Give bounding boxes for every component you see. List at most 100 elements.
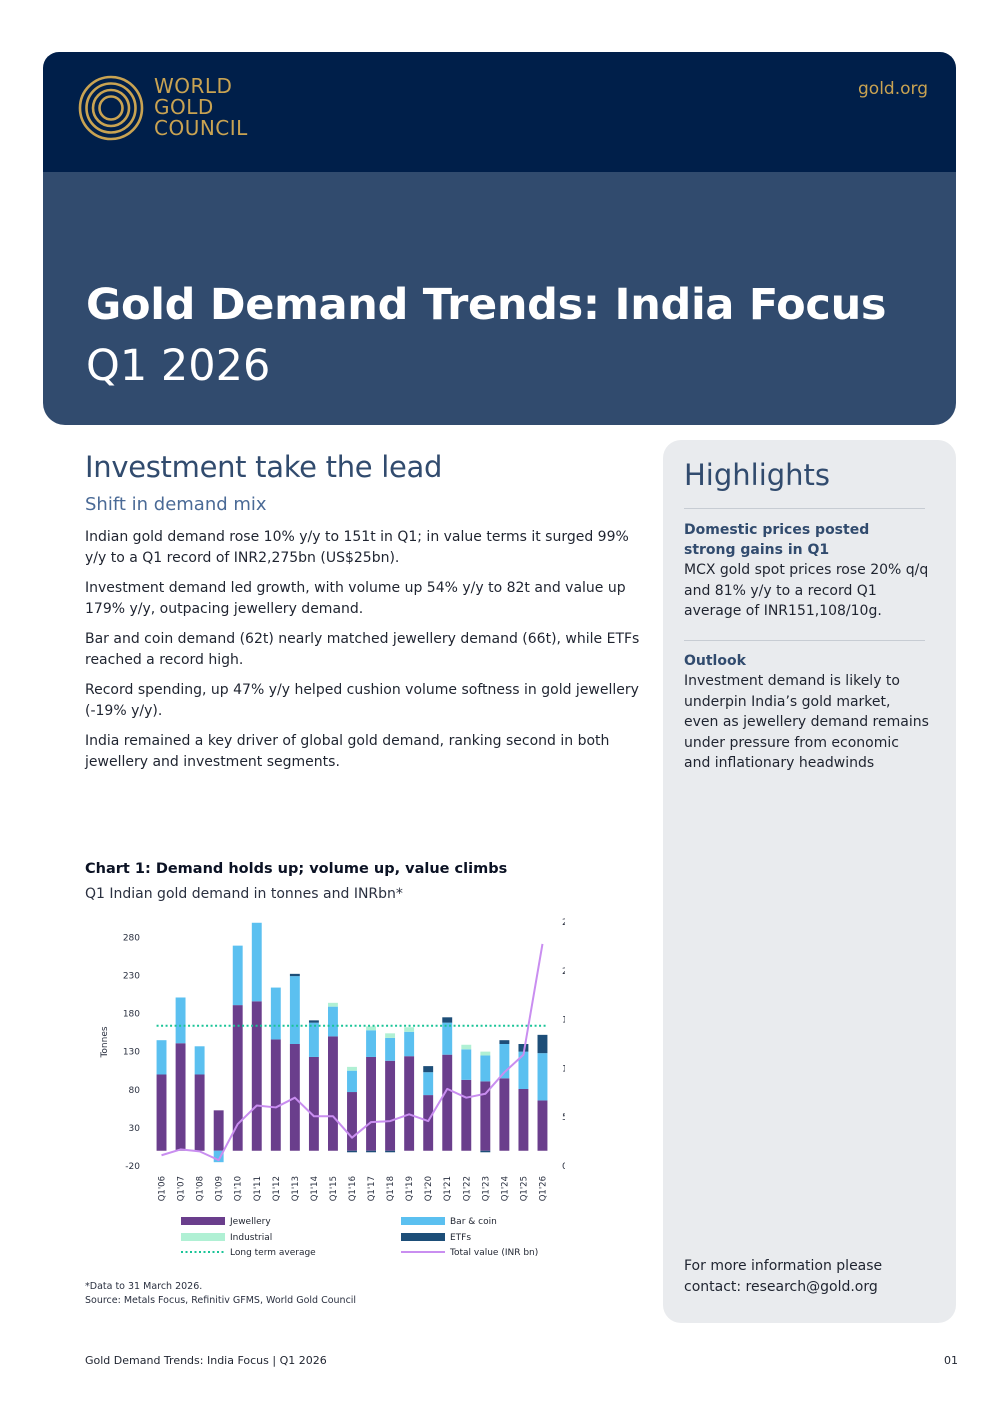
divider — [684, 508, 925, 509]
bar-bar-coin — [289, 976, 300, 1044]
logo-wordmark[interactable]: WORLD GOLD COUNCIL — [154, 76, 248, 139]
y2-tick-label: 1500 — [562, 1016, 565, 1026]
divider — [684, 640, 925, 641]
title-band — [43, 150, 956, 425]
bar-bar-coin — [213, 1150, 224, 1163]
bar-bar-coin — [175, 997, 186, 1044]
bar-jewellery — [175, 1043, 186, 1151]
bar-jewellery — [537, 1100, 548, 1151]
world-gold-council-logo-icon[interactable] — [78, 75, 144, 141]
demand-chart: -20 30 80 130 180 230 280 Tonnes 0 500 1000 1500 20… — [100, 918, 565, 1258]
line-series — [156, 943, 548, 1162]
bar-industrial — [366, 1026, 376, 1031]
highlights-title: Highlights — [684, 458, 831, 492]
x-tick-label: Q1'09 — [215, 1176, 225, 1201]
y2-tick-label: 0 — [562, 1162, 565, 1172]
bar-bar-coin — [347, 1070, 357, 1093]
highlight-text: Investment demand is likely to underpin … — [684, 673, 929, 771]
bar-etfs — [499, 1040, 510, 1044]
x-tick-label: Q1'06 — [158, 1176, 168, 1201]
legend-label: Jewellery — [229, 1217, 271, 1227]
bar-jewellery — [423, 1095, 434, 1151]
x-tick-label: Q1'12 — [272, 1176, 282, 1201]
bar-bar-coin — [518, 1051, 529, 1089]
bar-etfs — [347, 1150, 357, 1153]
paragraph: Indian gold demand rose 10% y/y to 151t … — [85, 529, 629, 566]
bar-bar-coin — [270, 987, 281, 1040]
bar-jewellery — [385, 1060, 396, 1151]
bar-etfs — [537, 1034, 548, 1054]
bar-jewellery — [518, 1088, 529, 1151]
x-tick-label: Q1'26 — [538, 1176, 548, 1201]
highlights-sidebar: Highlights Domestic prices posted strong… — [663, 440, 956, 1323]
bar-jewellery — [366, 1056, 376, 1151]
bar-industrial — [347, 1066, 357, 1071]
chart-subtitle: Q1 Indian gold demand in tonnes and INRb… — [85, 886, 403, 902]
bar-bar-coin — [251, 922, 262, 1002]
x-tick-label: Q1'13 — [291, 1176, 301, 1201]
bar-series — [156, 922, 548, 1163]
bar-jewellery — [251, 1001, 262, 1151]
y-axis-label: Tonnes — [100, 1026, 110, 1058]
section-heading: Investment take the lead — [85, 450, 443, 484]
legend-swatch — [401, 1233, 445, 1241]
y-tick-label: -20 — [125, 1162, 140, 1172]
paragraph: Bar and coin demand (62t) nearly matched… — [85, 631, 640, 668]
x-tick-label: Q1'08 — [196, 1176, 206, 1201]
x-tick-label: Q1'17 — [367, 1176, 377, 1201]
data-note: *Data to 31 March 2026. — [85, 1281, 203, 1292]
logo-line-council: COUNCIL — [154, 116, 248, 140]
bar-bar-coin — [423, 1072, 434, 1096]
document-title: Gold Demand Trends: India Focus — [86, 280, 887, 330]
chart-title: Chart 1: Demand holds up; volume up, val… — [85, 861, 508, 877]
bar-industrial — [461, 1044, 472, 1050]
logo-line-gold: GOLD — [154, 95, 214, 119]
x-tick-label: Q1'15 — [329, 1176, 339, 1201]
x-axis-labels: Q1'06 Q1'07 Q1'08 Q1'09 Q1'10 Q1'11 Q1'12 Q1'13… — [158, 1176, 549, 1201]
logo-line-world: WORLD — [154, 74, 233, 98]
bar-bar-coin — [404, 1031, 415, 1057]
bar-industrial — [328, 1002, 338, 1007]
header-band — [43, 52, 956, 172]
x-tick-label: Q1'14 — [310, 1176, 320, 1201]
x-tick-label: Q1'19 — [405, 1176, 415, 1201]
bar-bar-coin — [156, 1040, 167, 1075]
y-tick-label: 280 — [123, 933, 140, 943]
x-tick-label: Q1'21 — [443, 1176, 453, 1201]
bar-jewellery — [213, 1110, 224, 1151]
chart-legend: Jewellery Bar & coin Industrial ETFs Long te… — [181, 1217, 538, 1258]
bar-bar-coin — [366, 1030, 376, 1057]
y-tick-label: 180 — [123, 1010, 140, 1020]
bar-etfs — [289, 973, 300, 977]
bar-bar-coin — [499, 1044, 510, 1079]
paragraph: Record spending, up 47% y/y helped cushi… — [85, 682, 639, 719]
bar-bar-coin — [385, 1037, 396, 1061]
bar-jewellery — [308, 1056, 319, 1151]
site-link[interactable]: gold.org — [858, 79, 928, 99]
legend-swatch — [181, 1217, 225, 1225]
bar-bar-coin — [480, 1055, 491, 1082]
bar-etfs — [366, 1150, 376, 1153]
bar-etfs — [480, 1150, 491, 1153]
footer-title: Gold Demand Trends: India Focus | Q1 202… — [85, 1354, 327, 1367]
bar-jewellery — [480, 1081, 491, 1151]
bar-industrial — [480, 1051, 491, 1056]
page-number: 01 — [944, 1354, 958, 1367]
bar-jewellery — [194, 1074, 205, 1151]
bar-bar-coin — [442, 1022, 453, 1055]
paragraph: Investment demand led growth, with volum… — [85, 580, 626, 617]
contact-info[interactable]: For more information please contact: res… — [684, 1258, 883, 1295]
x-tick-label: Q1'22 — [462, 1176, 472, 1201]
x-tick-label: Q1'25 — [519, 1176, 529, 1201]
legend-label: Industrial — [230, 1233, 272, 1243]
x-tick-label: Q1'20 — [424, 1176, 434, 1201]
highlight-heading: Outlook — [684, 653, 746, 669]
bar-jewellery — [442, 1054, 453, 1151]
legend-label: Bar & coin — [450, 1217, 497, 1227]
x-tick-label: Q1'07 — [177, 1176, 187, 1201]
x-tick-label: Q1'10 — [234, 1176, 244, 1201]
bar-bar-coin — [461, 1049, 472, 1080]
highlight-text: MCX gold spot prices rose 20% q/q and 81… — [684, 562, 929, 619]
bar-jewellery — [232, 1005, 243, 1151]
legend-swatch — [401, 1217, 445, 1225]
